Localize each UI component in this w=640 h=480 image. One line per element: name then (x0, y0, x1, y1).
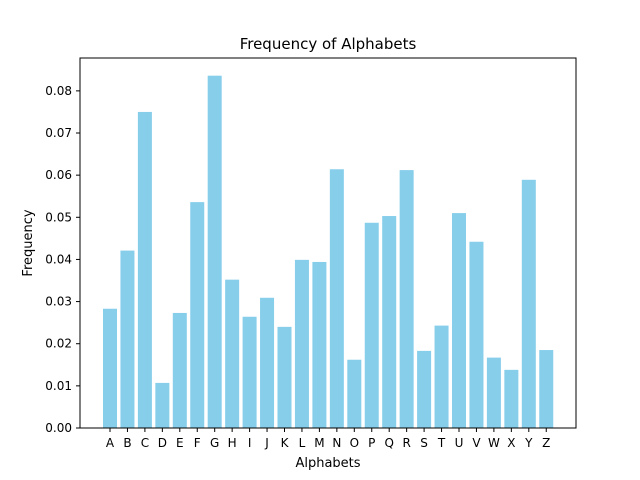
x-tick-label: L (299, 436, 306, 450)
y-tick-label: 0.05 (45, 210, 72, 224)
bar-a (103, 308, 117, 428)
bar-q (382, 216, 397, 428)
x-tick-label: V (472, 436, 481, 450)
x-tick-label: D (158, 436, 167, 450)
bar-x (504, 369, 519, 428)
x-tick-label: K (281, 436, 290, 450)
x-tick-label: E (176, 436, 184, 450)
bar-t (434, 325, 449, 428)
bar-k (277, 326, 292, 428)
bar-e (172, 312, 187, 428)
x-tick-label: O (350, 436, 359, 450)
plot-frame (79, 57, 577, 429)
bar-s (417, 350, 432, 428)
y-tick-label: 0.06 (45, 168, 72, 182)
x-tick-label: Y (524, 436, 533, 450)
x-tick-label: J (264, 436, 269, 450)
y-tick-label: 0.04 (45, 252, 72, 266)
y-tick-label: 0.08 (45, 84, 72, 98)
x-tick-label: B (123, 436, 131, 450)
bar-c (137, 111, 152, 428)
bar-n (329, 169, 344, 428)
x-tick-label: S (420, 436, 428, 450)
y-tick-label: 0.01 (45, 379, 72, 393)
x-tick-label: G (210, 436, 219, 450)
x-tick-label: X (507, 436, 515, 450)
x-tick-label: R (402, 436, 410, 450)
x-tick-label: Q (384, 436, 393, 450)
y-tick-label: 0.02 (45, 337, 72, 351)
bar-o (347, 359, 362, 428)
bar-m (312, 261, 327, 428)
x-tick-label: C (141, 436, 149, 450)
bar-l (294, 259, 309, 428)
x-tick-label: T (437, 436, 446, 450)
x-tick-label: M (314, 436, 324, 450)
x-tick-label: I (248, 436, 252, 450)
bar-f (190, 202, 205, 428)
bar-y (521, 179, 536, 428)
bar-w (486, 357, 501, 428)
bar-d (155, 382, 170, 428)
y-tick-label: 0.00 (45, 421, 72, 435)
bars-group (103, 75, 554, 428)
y-tick-label: 0.07 (45, 126, 72, 140)
y-axis-ticks: 0.00 0.01 0.02 0.03 0.04 0.05 0.06 0.07 0.08 (45, 84, 80, 435)
x-tick-label: N (332, 436, 341, 450)
bar-r (399, 170, 414, 428)
x-tick-label: W (488, 436, 500, 450)
y-axis-label: Frequency (21, 209, 36, 276)
y-tick-label: 0.03 (45, 295, 72, 309)
x-tick-label: F (194, 436, 201, 450)
x-axis-label: Alphabets (295, 456, 360, 471)
x-tick-label: P (368, 436, 375, 450)
bar-g (207, 75, 222, 428)
bar-z (539, 350, 554, 428)
x-tick-label: H (228, 436, 237, 450)
bar-b (120, 250, 135, 428)
bar-h (225, 279, 240, 428)
bar-i (242, 316, 257, 428)
bar-v (469, 241, 484, 428)
bar-j (260, 297, 275, 428)
x-tick-label: A (106, 436, 115, 450)
bar-u (452, 213, 466, 428)
x-tick-label: Z (542, 436, 550, 450)
x-tick-label: U (455, 436, 464, 450)
chart-title: Frequency of Alphabets (240, 35, 417, 53)
bar-p (364, 222, 379, 428)
